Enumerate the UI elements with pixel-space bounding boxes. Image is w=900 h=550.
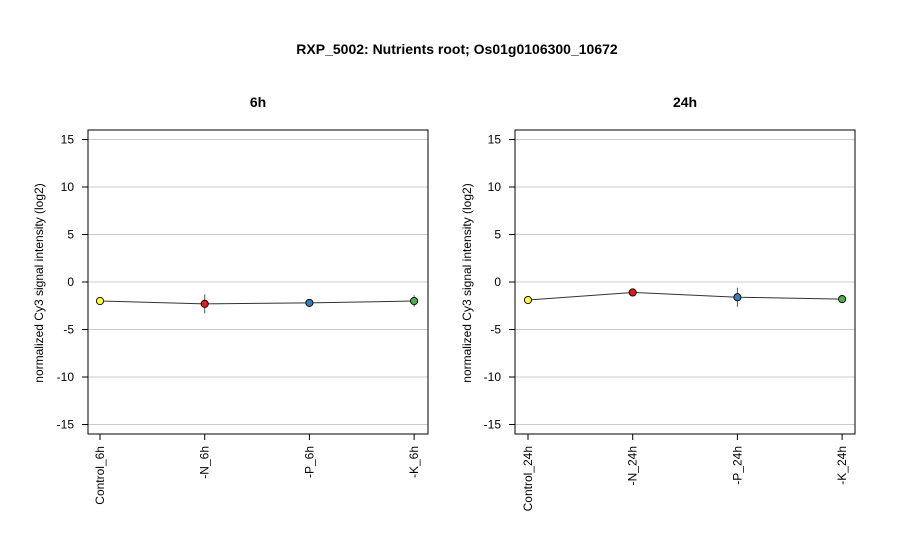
x-tick-label: -K_24h: [835, 446, 849, 485]
panel-title-24h: 24h: [673, 94, 697, 110]
data-point: [838, 295, 847, 304]
data-point: [628, 288, 637, 297]
y-tick-label: 10: [61, 180, 75, 194]
y-tick-label: -5: [63, 323, 74, 337]
x-tick-label: -K_6h: [407, 446, 421, 478]
x-tick-label: -P_6h: [302, 446, 316, 478]
series-line: [527, 291, 843, 301]
y-tick-label: -15: [57, 418, 75, 432]
y-tick-label: 15: [61, 133, 75, 147]
y-tick-label: 15: [488, 133, 502, 147]
panel-24h: 24h normalized Cy3 signal intensity (log…: [460, 94, 856, 511]
y-tick-label: -10: [57, 370, 75, 384]
data-point: [200, 299, 209, 308]
y-tick-label: 5: [67, 228, 74, 242]
x-tick-label: Control_6h: [93, 446, 107, 505]
data-point: [95, 296, 105, 306]
y-tick-label: 10: [488, 180, 502, 194]
x-tick-label: -N_6h: [198, 446, 212, 479]
y-axis-label-6h: normalized Cy3 signal intensity (log2): [32, 183, 46, 382]
x-tick-label: -P_24h: [730, 446, 744, 485]
data-point: [523, 295, 533, 305]
y-tick-label: -15: [484, 418, 502, 432]
data-point: [305, 298, 314, 307]
y-tick-label: -10: [484, 370, 502, 384]
panel-6h: 6h normalized Cy3 signal intensity (log2…: [32, 94, 429, 505]
data-point: [410, 296, 419, 306]
y-axis-label-24h: normalized Cy3 signal intensity (log2): [460, 183, 474, 382]
x-tick-label: -N_24h: [626, 446, 640, 485]
y-tick-label: 5: [494, 228, 501, 242]
series-line: [99, 300, 415, 305]
y-tick-label: 0: [67, 275, 74, 289]
panel-title-6h: 6h: [250, 94, 266, 110]
y-tick-label: -5: [490, 323, 501, 337]
figure-title: RXP_5002: Nutrients root; Os01g0106300_1…: [296, 41, 618, 57]
x-tick-label: Control_24h: [521, 446, 535, 511]
y-tick-label: 0: [494, 275, 501, 289]
data-point: [733, 293, 742, 302]
